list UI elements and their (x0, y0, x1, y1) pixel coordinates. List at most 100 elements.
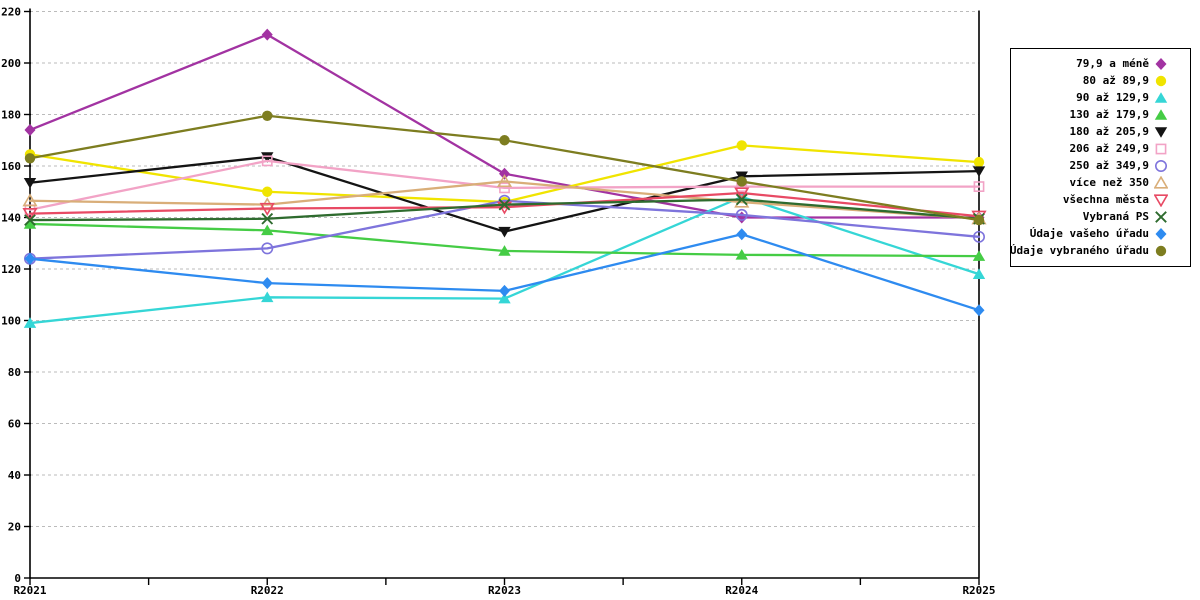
data-point (23, 317, 37, 328)
data-point (23, 177, 37, 189)
data-point (24, 123, 36, 136)
data-point (259, 202, 275, 216)
circle-icon (736, 140, 747, 151)
legend-item: 130 až 179,9 (1015, 108, 1168, 122)
circle-icon (973, 156, 985, 168)
triangle-down-icon (22, 208, 38, 222)
triangle-up-icon (498, 292, 511, 304)
circle-icon (735, 208, 748, 221)
data-point (498, 198, 511, 211)
data-point (972, 268, 986, 279)
triangle-down-icon (23, 177, 37, 189)
triangle-up-icon (23, 218, 37, 229)
diamond-icon (499, 284, 510, 297)
y-tick-label: 80 (8, 366, 21, 379)
data-point (973, 304, 985, 317)
triangle-up-icon (1154, 91, 1168, 103)
diamond-icon (1155, 228, 1167, 241)
legend-item-label: Vybraná PS (1082, 210, 1149, 224)
circle-icon (973, 214, 985, 226)
x-icon (735, 193, 748, 206)
data-point (734, 187, 750, 201)
data-point (973, 156, 985, 168)
data-point (261, 212, 274, 225)
data-point (23, 218, 37, 229)
legend-item-label: 80 až 89,9 (1082, 73, 1149, 87)
legend-item: 250 až 349,9 (1015, 159, 1168, 173)
y-tick-label: 100 (1, 315, 21, 328)
legend-item-label: Údaje vašeho úřadu (1029, 227, 1149, 241)
triangle-up-icon (498, 245, 511, 256)
triangle-up-icon (1154, 108, 1168, 120)
square-icon (261, 155, 273, 167)
data-point (261, 291, 274, 303)
data-point (736, 176, 747, 187)
legend-item: všechna města (1015, 193, 1168, 208)
data-point (973, 214, 985, 226)
triangle-down-icon (259, 202, 275, 216)
y-tick-label: 160 (1, 160, 21, 173)
legend-item: Vybraná PS (1015, 210, 1168, 224)
data-point (22, 193, 38, 207)
triangle-up-icon (972, 250, 986, 261)
diamond-icon (1155, 57, 1167, 70)
diamond-icon (736, 228, 748, 241)
diamond-icon (24, 123, 36, 136)
series-line (28, 180, 981, 220)
circle-icon (261, 242, 274, 255)
data-point (24, 214, 36, 226)
triangle-up-icon (496, 174, 513, 188)
data-point (736, 228, 748, 241)
square-icon (973, 181, 985, 193)
data-point (261, 277, 273, 290)
triangle-up-icon (1154, 91, 1168, 103)
circle-icon (499, 135, 510, 146)
data-point (499, 182, 510, 194)
data-point (973, 181, 985, 193)
x-tick-label: R2024 (725, 584, 758, 597)
data-point (22, 208, 38, 222)
data-point (735, 208, 748, 221)
diamond-icon (499, 167, 510, 180)
legend-item: 80 až 89,9 (1015, 74, 1168, 88)
diamond-icon (973, 304, 985, 317)
x-icon (498, 198, 511, 211)
circle-icon (24, 153, 36, 164)
y-tick-label: 20 (8, 521, 21, 534)
data-point (499, 167, 510, 180)
legend-item: 206 až 249,9 (1015, 142, 1168, 156)
data-point (496, 174, 513, 188)
series-line (28, 195, 981, 325)
legend-item: Údaje vybraného úřadu (1010, 244, 1168, 258)
diamond-icon (24, 252, 36, 265)
circle-icon (1155, 75, 1167, 86)
y-tick-label: 140 (1, 212, 21, 225)
series-line (28, 191, 981, 218)
data-point (972, 250, 986, 261)
triangle-down-icon (972, 166, 986, 177)
legend-item: více než 350 (1015, 176, 1168, 190)
circle-icon (1155, 75, 1167, 86)
data-point (261, 224, 274, 236)
diamond-icon (261, 28, 273, 41)
triangle-down-icon (261, 152, 274, 163)
triangle-up-icon (22, 193, 38, 207)
legend-item-label: 180 až 205,9 (1069, 124, 1149, 138)
circle-icon (736, 176, 747, 187)
data-point (261, 28, 273, 41)
data-point (498, 226, 511, 238)
circle-icon (262, 110, 273, 121)
diamond-icon (1155, 228, 1167, 241)
x-icon (261, 212, 274, 225)
triangle-down-icon (734, 187, 750, 201)
data-point (499, 284, 510, 297)
data-point (972, 166, 986, 177)
legend-item-label: Údaje vybraného úřadu (1009, 244, 1149, 258)
x-tick-label: R2023 (488, 584, 521, 597)
triangle-down-icon (1154, 127, 1168, 138)
y-tick-label: 60 (8, 418, 21, 431)
legend-item-label: více než 350 (1069, 176, 1149, 190)
triangle-up-icon (261, 224, 274, 236)
data-point (261, 152, 274, 163)
